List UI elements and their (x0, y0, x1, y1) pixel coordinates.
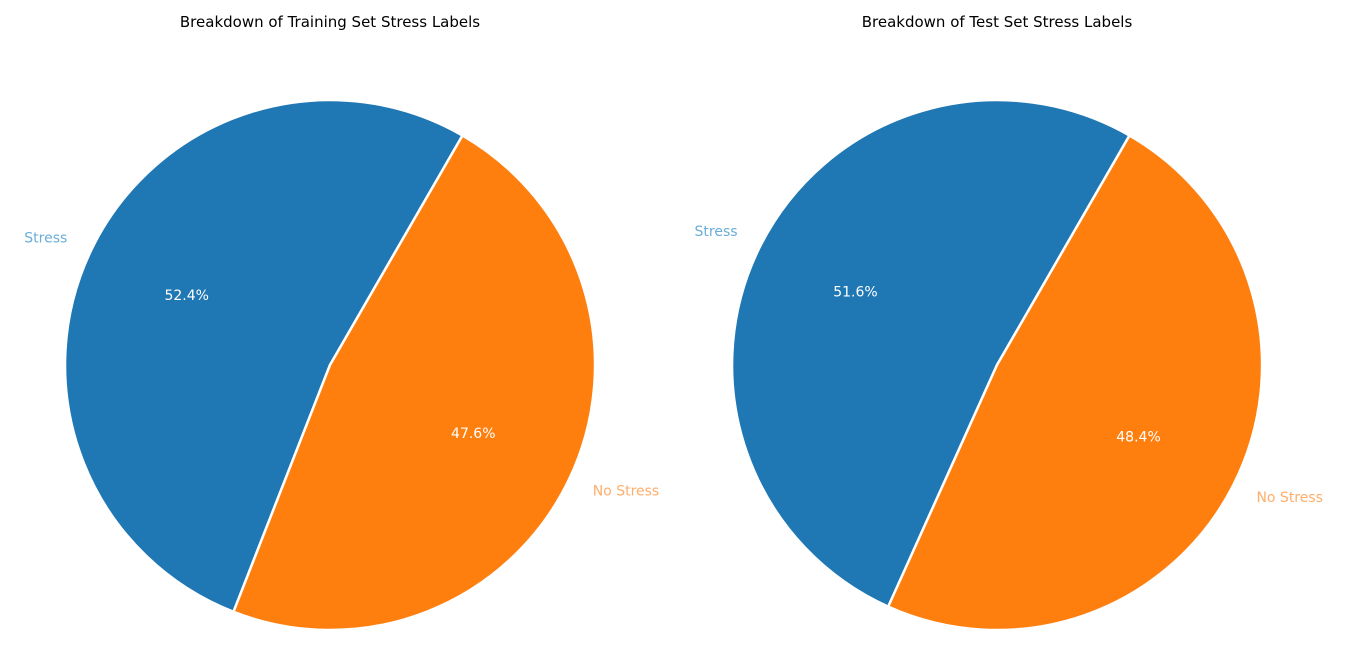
training-category-label-stress: Stress (24, 231, 67, 247)
chart-title-training: Breakdown of Training Set Stress Labels (180, 13, 480, 31)
test-labels: 51.6% Stress 48.4% No Stress (695, 224, 1323, 506)
training-labels: 52.4% Stress 47.6% No Stress (24, 231, 659, 500)
test-category-label-no-stress: No Stress (1256, 490, 1323, 506)
test-slice-stress (730, 98, 1131, 608)
test-category-label-stress: Stress (695, 224, 738, 240)
pie-chart-training: Breakdown of Training Set Stress Labels … (24, 13, 659, 632)
test-slice-no-stress (886, 134, 1264, 632)
test-percent-label-stress: 51.6% (833, 285, 877, 301)
pie-chart-test: Breakdown of Test Set Stress Labels 51.6… (695, 13, 1323, 632)
test-percent-label-no-stress: 48.4% (1116, 429, 1160, 445)
chart-title-test: Breakdown of Test Set Stress Labels (862, 13, 1133, 31)
test-slices (730, 98, 1264, 632)
training-category-label-no-stress: No Stress (593, 483, 660, 499)
training-slice-no-stress (232, 134, 597, 632)
training-percent-label-stress: 52.4% (164, 288, 208, 304)
training-slice-stress (63, 98, 464, 614)
training-percent-label-no-stress: 47.6% (451, 426, 495, 442)
training-slices (63, 98, 597, 632)
